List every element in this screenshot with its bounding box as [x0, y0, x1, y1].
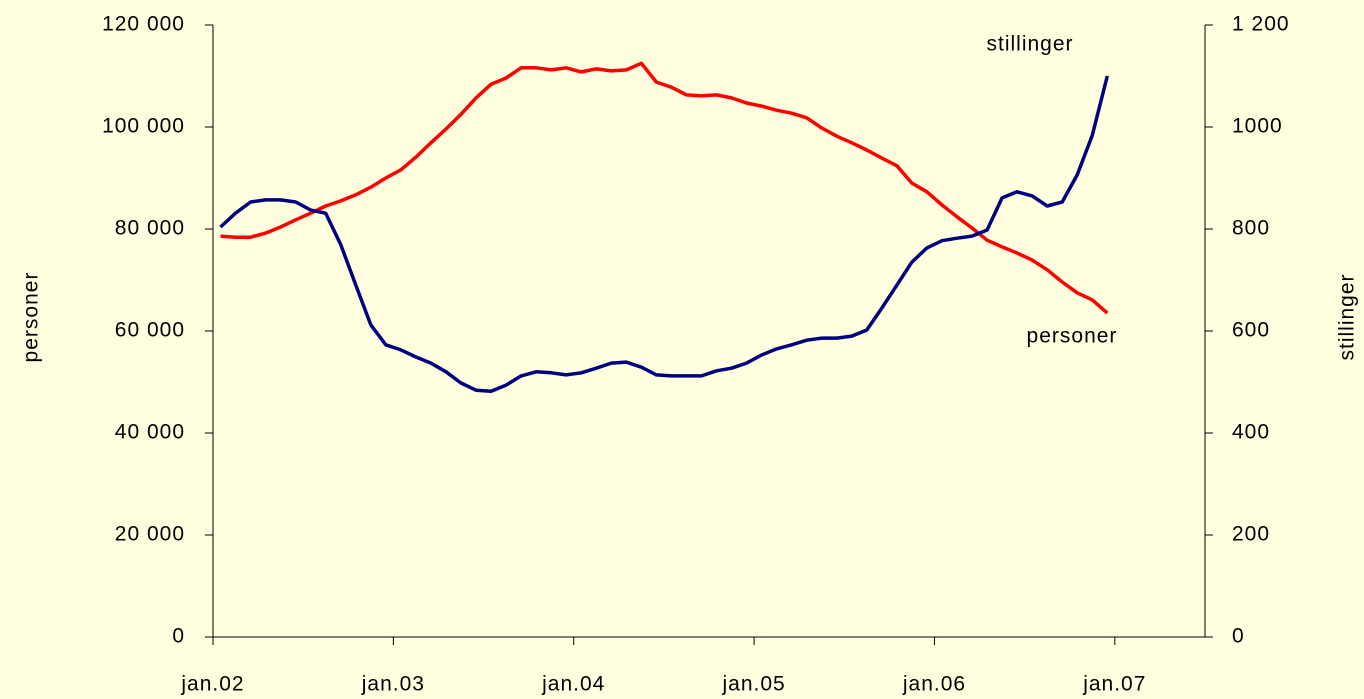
y2-tick-label: 800 [1232, 217, 1270, 240]
y-tick-label: 20 000 [115, 523, 185, 546]
x-tick-label: jan.03 [361, 673, 425, 696]
x-tick-label: jan.04 [541, 673, 605, 696]
y2-tick-label: 1 200 [1232, 13, 1290, 36]
line-series [219, 75, 1109, 393]
y-tick-label: 120 000 [102, 13, 185, 36]
annotation: stillinger [986, 33, 1073, 56]
y2-tick-label: 1000 [1232, 115, 1283, 138]
y2-tick-label: 200 [1232, 523, 1270, 546]
annotation: personer [1027, 325, 1118, 348]
y-tick-label: 40 000 [115, 421, 185, 444]
x-tick-label: jan.05 [721, 673, 785, 696]
y-tick-label: 0 [172, 625, 185, 648]
y-axis-label: personer [20, 272, 43, 363]
x-tick-label: jan.02 [180, 673, 244, 696]
y-tick-label: 100 000 [102, 115, 185, 138]
y2-tick-label: 600 [1232, 319, 1270, 342]
y2-tick-label: 0 [1232, 625, 1245, 648]
x-tick-label: jan.06 [902, 673, 966, 696]
y-tick-label: 80 000 [115, 217, 185, 240]
line-series [220, 61, 1109, 315]
y-tick-label: 60 000 [115, 319, 185, 342]
y2-tick-label: 400 [1232, 421, 1270, 444]
x-tick-label: jan.07 [1082, 673, 1146, 696]
y2-axis-label: stillinger [1336, 273, 1359, 360]
